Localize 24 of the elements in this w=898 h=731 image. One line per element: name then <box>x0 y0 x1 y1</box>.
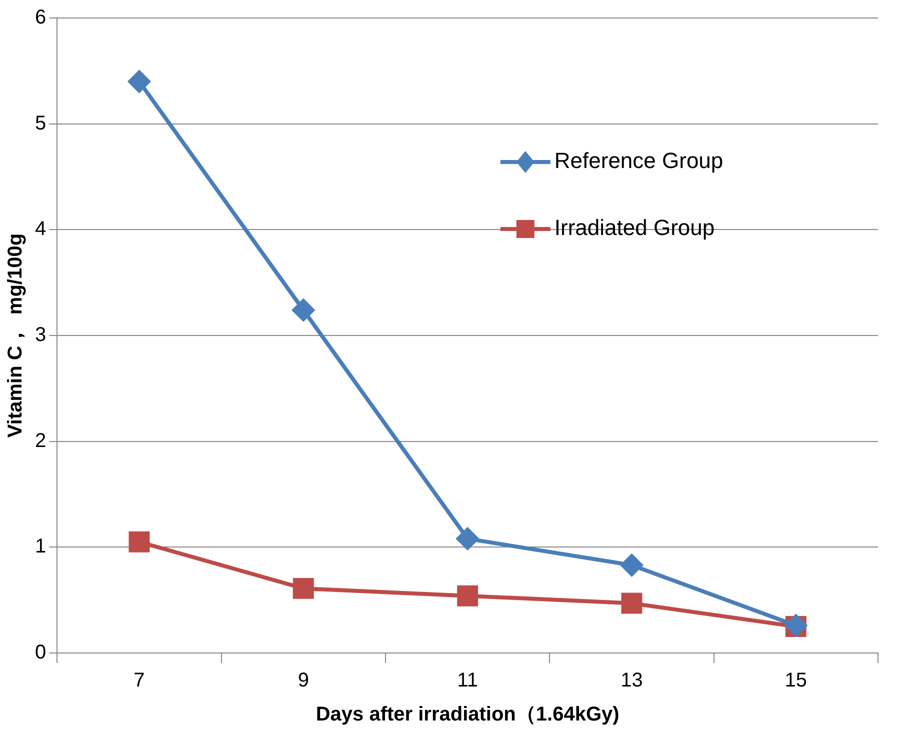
legend-label: Reference Group <box>554 148 724 174</box>
y-tick-label: 5 <box>35 112 46 134</box>
point <box>456 528 479 550</box>
y-tick-label: 2 <box>35 430 46 452</box>
y-tick-label: 0 <box>35 642 46 664</box>
point <box>292 299 314 322</box>
point <box>128 70 150 92</box>
point <box>128 531 150 552</box>
y-tick-label: 1 <box>35 536 46 558</box>
x-axis-title: Days after irradiation（1.64kGy) <box>316 704 620 726</box>
point <box>620 554 643 576</box>
y-tick-label: 3 <box>35 324 46 346</box>
x-tick-label: 15 <box>784 670 808 692</box>
point <box>292 578 314 599</box>
point <box>457 585 478 606</box>
legend-label: Irradiated Group <box>554 215 715 240</box>
y-tick-label: 6 <box>35 6 46 29</box>
y-tick-label: 4 <box>35 218 46 240</box>
x-tick-label: 11 <box>457 670 478 692</box>
y-axis-title: Vitamin C， mg/100g <box>4 233 27 438</box>
x-tick-label: 9 <box>298 670 309 692</box>
x-tick-label: 13 <box>620 670 643 692</box>
x-tick-label: 7 <box>134 670 145 692</box>
point <box>621 592 642 614</box>
